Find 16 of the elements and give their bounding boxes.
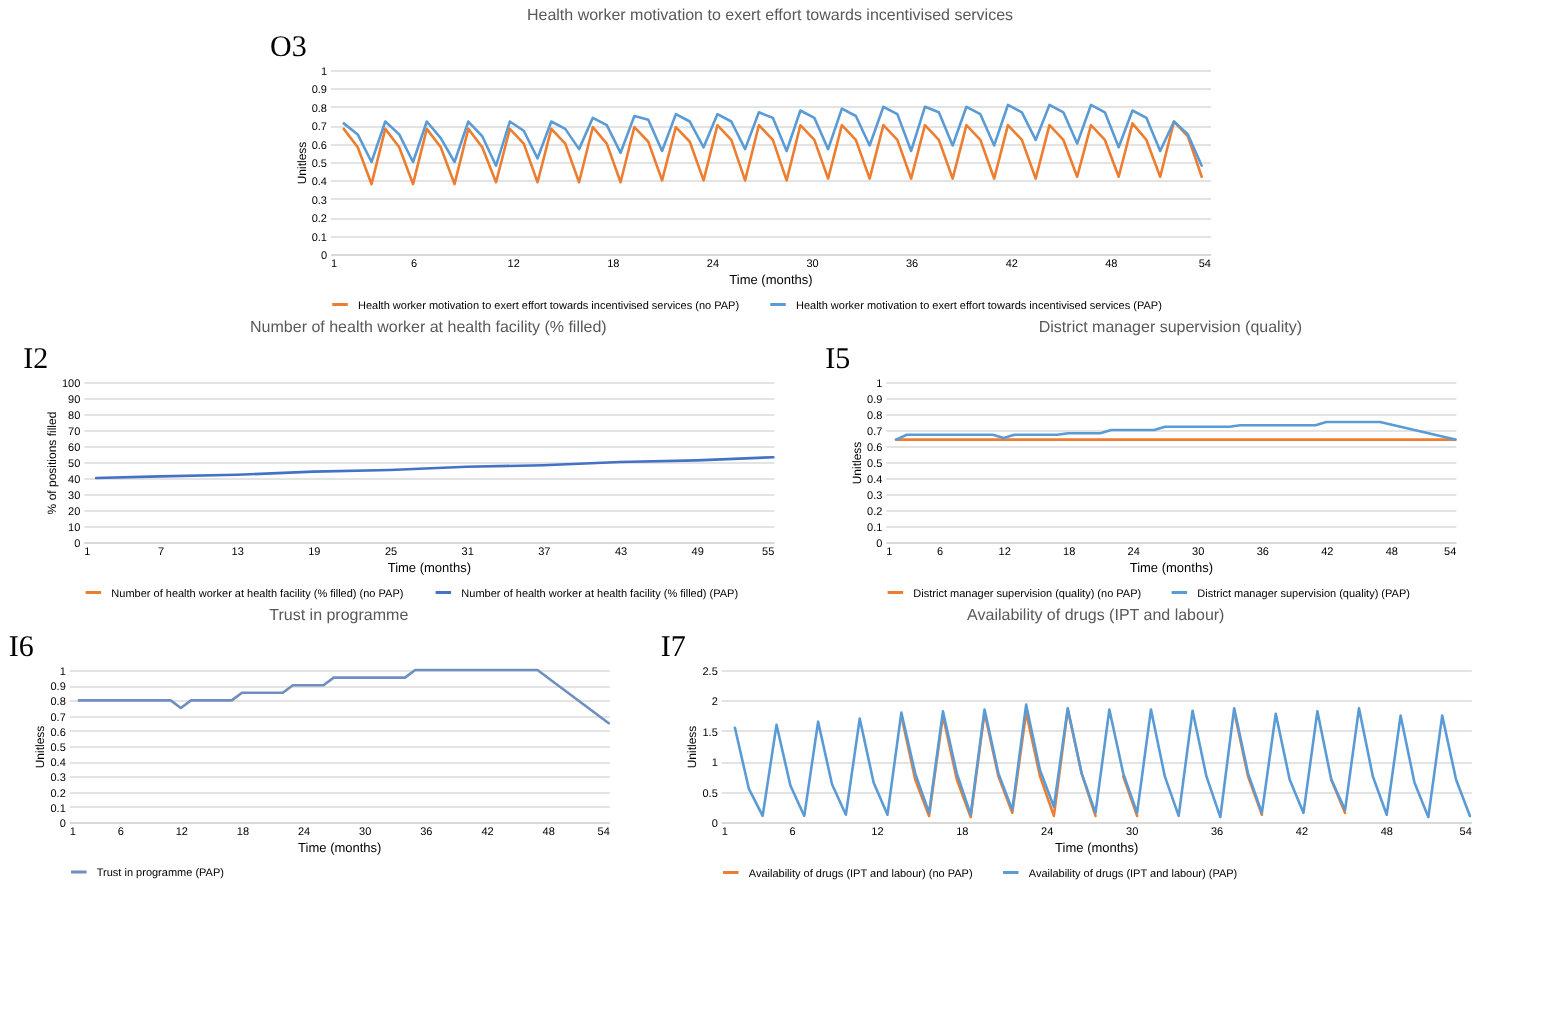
line-series xyxy=(77,668,611,725)
line-series xyxy=(894,420,1457,441)
chart-title: District manager supervision (quality) xyxy=(1038,318,1303,336)
text: I2 xyxy=(23,344,49,376)
line-series xyxy=(94,455,775,480)
chart-title: Number of health worker at health facility (% filled) xyxy=(250,318,608,336)
text: I5 xyxy=(825,344,851,376)
line-series xyxy=(342,120,1203,186)
line-series xyxy=(342,103,1203,167)
text: I7 xyxy=(660,632,687,664)
text: O3 xyxy=(270,32,307,64)
chart-title: Availability of drugs (IPT and labour) xyxy=(967,606,1226,624)
line-series xyxy=(733,703,1472,819)
text: I6 xyxy=(8,632,35,664)
chart-title: Health worker motivation to exert effort towards incentivised services xyxy=(526,6,1014,24)
chart-title: Trust in programme xyxy=(269,606,410,624)
